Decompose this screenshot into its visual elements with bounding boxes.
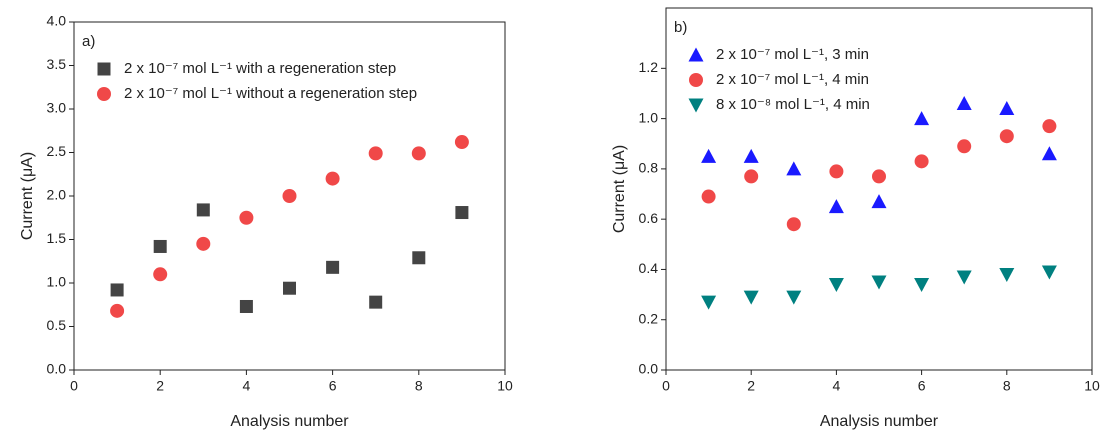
data-point [744,169,759,184]
legend-marker [688,98,704,113]
data-point [829,164,844,179]
data-point [239,299,253,313]
panel-label: b) [674,19,687,36]
x-tick-label: 0 [662,378,670,394]
data-point [110,303,125,318]
y-tick-label: 0.5 [47,317,67,333]
plot-frame [665,7,1093,371]
data-point [283,281,296,295]
y-tick-label: 0.2 [639,310,659,326]
data-point [153,239,167,253]
x-tick-label: 10 [497,378,513,394]
data-point [828,199,844,214]
x-tick-label: 4 [833,378,841,394]
panel-label: a) [82,33,95,50]
data-point [239,210,254,225]
x-tick-label: 2 [156,378,164,394]
y-tick-label: 0.4 [639,260,659,276]
y-tick-label: 3.0 [47,100,67,116]
data-point [956,96,972,111]
data-point [872,169,886,184]
data-point [701,189,716,204]
data-point [412,251,426,265]
data-point [455,206,469,220]
data-point [786,161,802,176]
x-tick-label: 10 [1084,378,1100,394]
data-point [786,290,802,305]
data-point [196,236,211,251]
y-tick-label: 0.0 [639,361,659,377]
data-point [914,111,930,126]
data-point [1041,146,1057,161]
data-point [368,146,383,161]
data-point [701,148,717,163]
y-tick-label: 0.8 [639,160,659,176]
legend-label: 2 x 10⁻⁷ mol L⁻¹ with a regeneration ste… [124,60,396,77]
data-point [914,278,930,293]
x-axis-label: Analysis number [820,413,939,430]
data-point [999,267,1015,282]
y-tick-label: 2.0 [47,187,67,203]
x-tick-label: 8 [1003,378,1011,394]
legend-marker [97,87,111,101]
data-point [828,278,844,293]
data-point [871,194,887,209]
legend-label: 2 x 10⁻⁷ mol L⁻¹, 3 min [716,46,869,63]
y-tick-label: 1.2 [639,59,659,75]
x-tick-label: 2 [747,378,755,394]
y-tick-label: 4.0 [47,13,67,29]
data-point [196,203,210,217]
data-point [369,295,383,309]
data-point [454,135,469,150]
data-point [411,146,426,161]
data-point [1041,265,1057,280]
data-point [786,217,801,232]
y-tick-label: 1.0 [639,109,659,125]
data-point [325,171,340,186]
legend-label: 2 x 10⁻⁷ mol L⁻¹ without a regeneration … [124,85,417,102]
y-tick-label: 0.0 [47,361,67,377]
legend-marker [689,73,703,87]
y-tick-label: 1.5 [47,230,67,246]
legend-marker [688,47,704,62]
y-tick-label: 2.5 [47,143,67,159]
data-point [743,148,759,163]
legend-label: 2 x 10⁻⁷ mol L⁻¹, 4 min [716,71,869,88]
data-point [956,270,972,285]
y-tick-label: 1.0 [47,274,67,290]
data-point [999,101,1015,116]
data-point [282,189,297,203]
x-tick-label: 8 [415,378,423,394]
data-point [701,295,717,310]
y-axis-label: Current (μA) [19,152,36,240]
data-point [1042,119,1057,134]
data-point [326,260,340,274]
data-point [999,129,1014,144]
y-tick-label: 0.6 [639,210,659,226]
x-tick-label: 4 [243,378,251,394]
x-axis-label: Analysis number [230,413,349,430]
data-point [110,283,124,297]
data-point [871,275,887,290]
y-tick-label: 3.5 [47,56,67,72]
data-point [743,290,759,305]
legend-label: 8 x 10⁻⁸ mol L⁻¹, 4 min [716,96,870,113]
data-point [153,267,168,282]
x-tick-label: 6 [329,378,337,394]
data-point [914,154,929,169]
data-point [957,139,972,154]
legend-marker [97,62,111,76]
x-tick-label: 0 [70,378,78,394]
y-axis-label: Current (μA) [611,145,628,233]
x-tick-label: 6 [918,378,926,394]
